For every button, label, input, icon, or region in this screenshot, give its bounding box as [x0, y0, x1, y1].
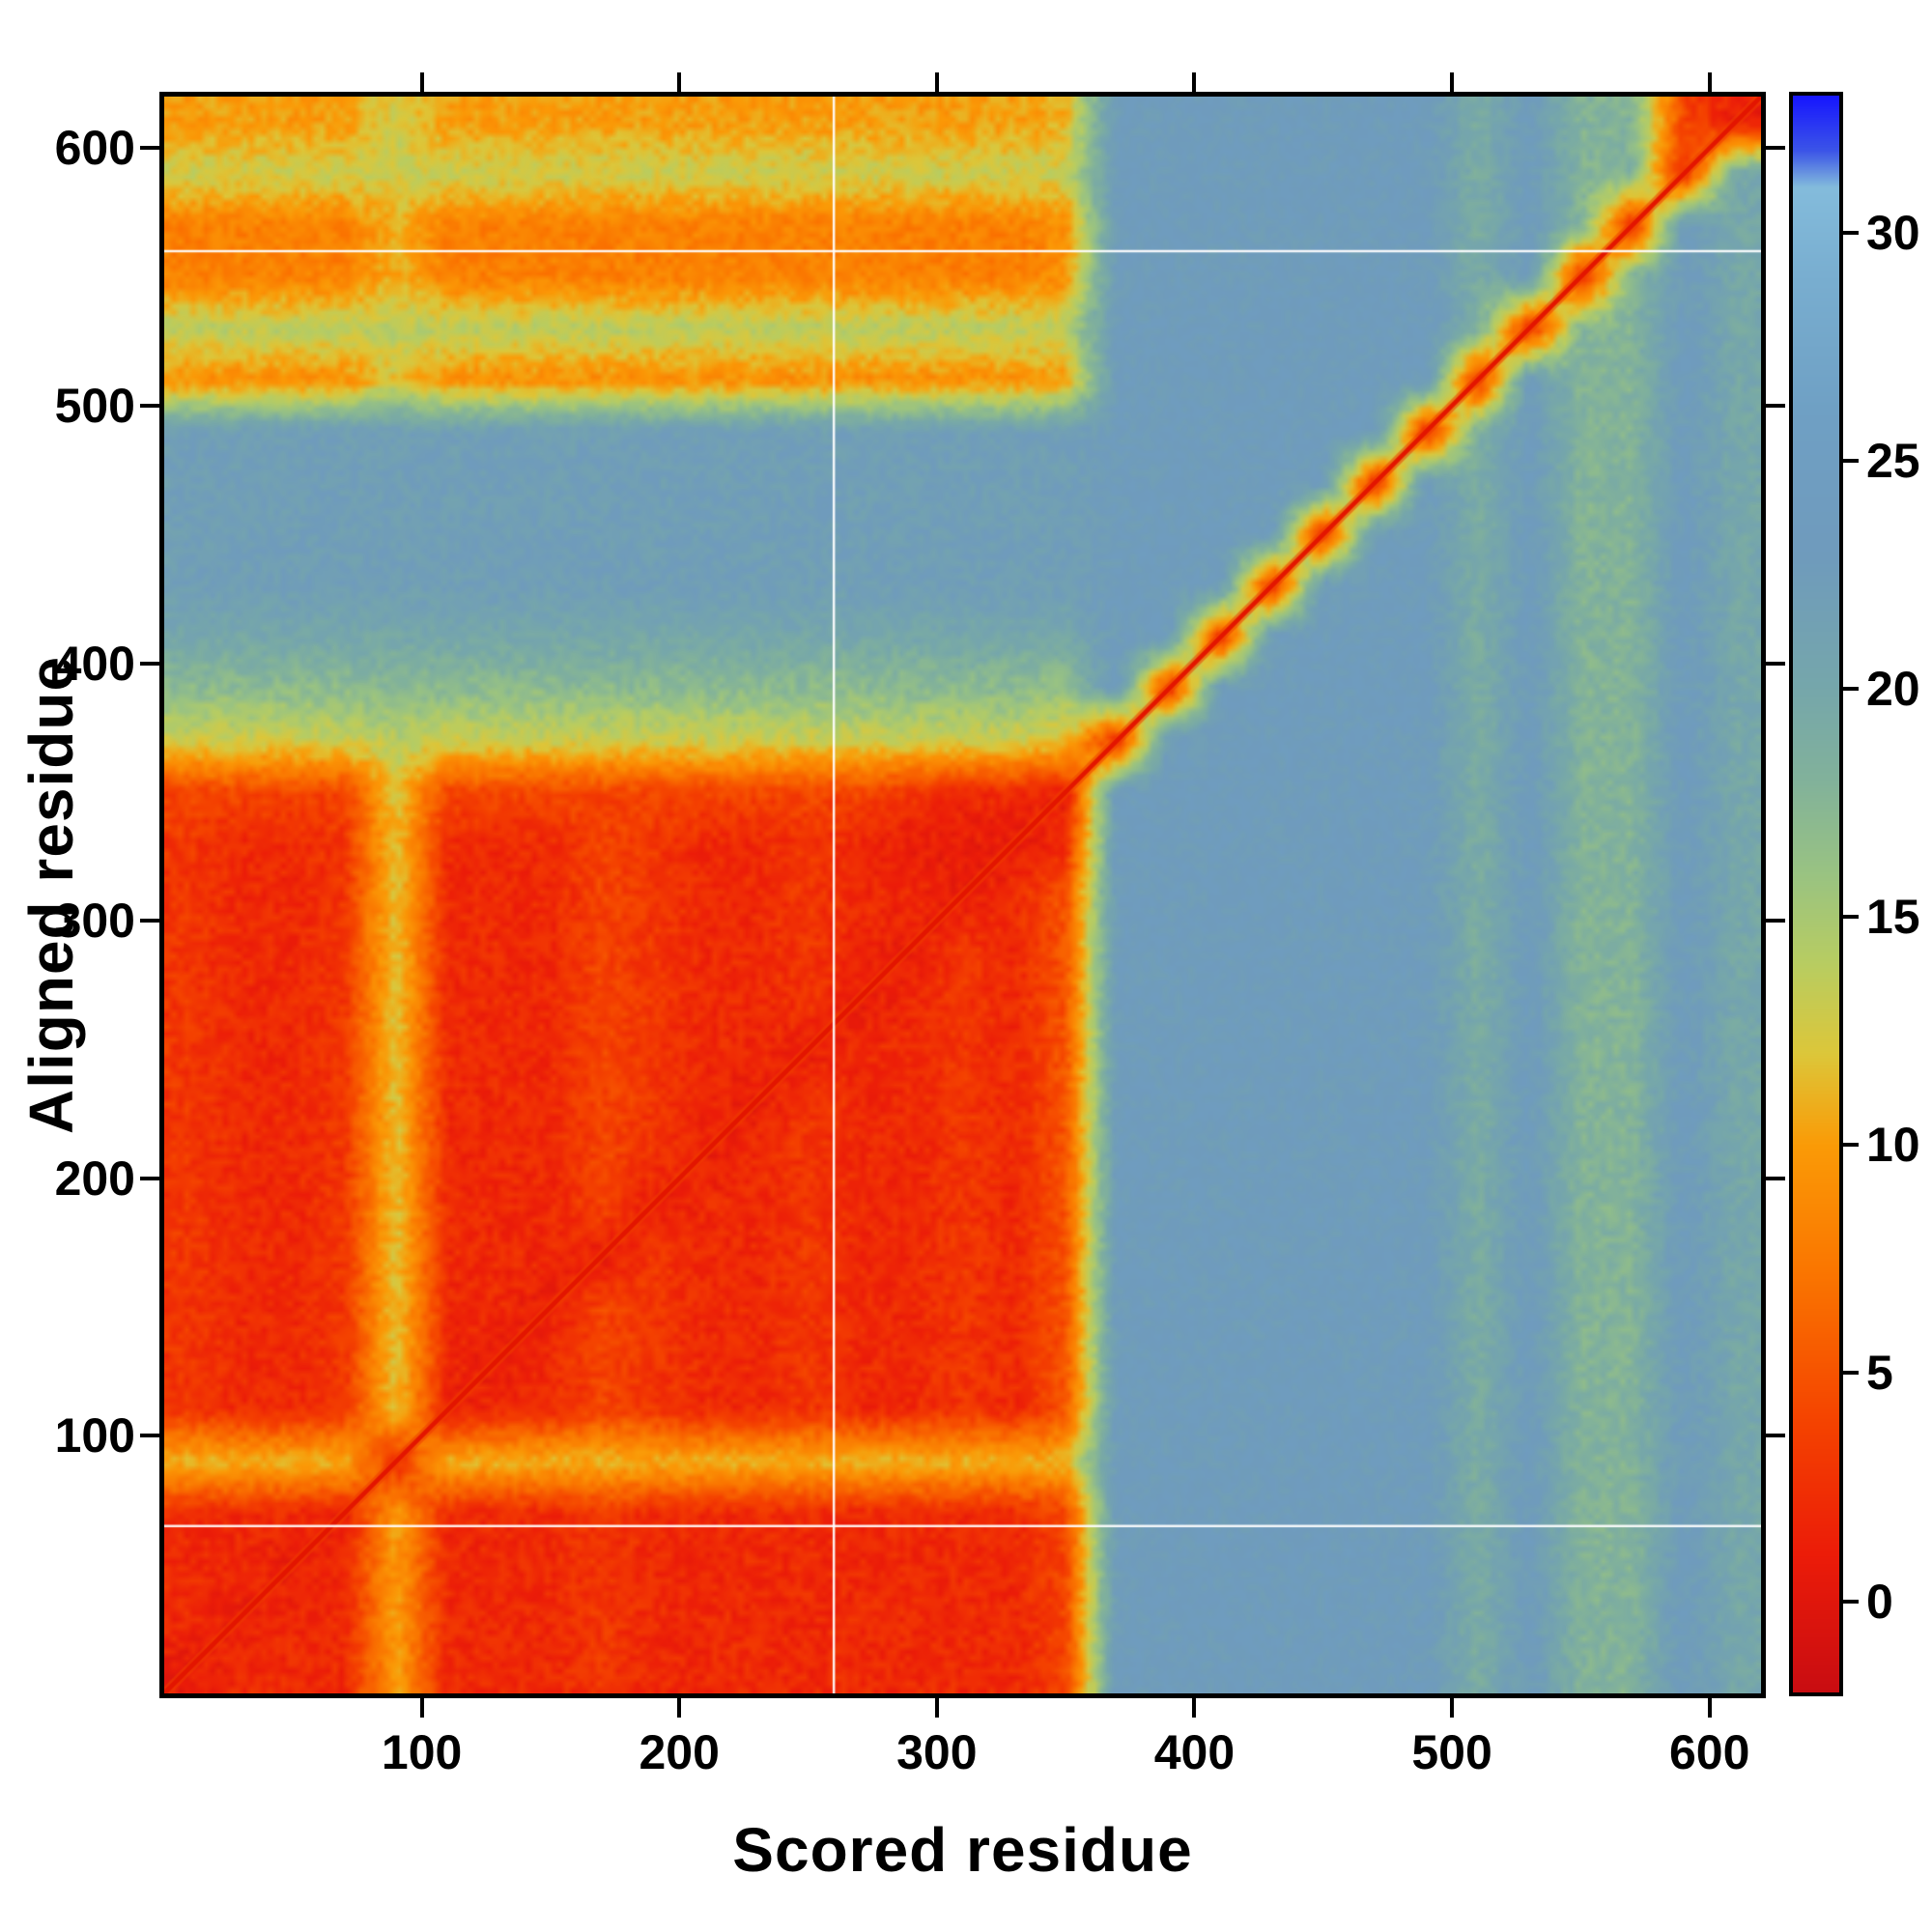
x-tick-mark: [1450, 1698, 1455, 1718]
colorbar-tick-label: 25: [1866, 433, 1920, 488]
y-tick-label: 600: [54, 121, 135, 176]
x-tick-label: 500: [1411, 1725, 1492, 1779]
colorbar-tick-label: 20: [1866, 661, 1920, 716]
y-tick-mark-right: [1766, 146, 1785, 151]
colorbar-canvas: [1793, 96, 1839, 1692]
x-tick-mark: [934, 1698, 939, 1718]
x-tick-mark: [419, 1698, 424, 1718]
x-tick-mark-top: [419, 72, 424, 92]
x-tick-mark-top: [934, 72, 939, 92]
x-tick-mark-top: [1450, 72, 1455, 92]
colorbar-tick-label: 10: [1866, 1118, 1920, 1173]
x-tick-mark-top: [1192, 72, 1197, 92]
x-tick-label: 100: [381, 1725, 463, 1779]
y-tick-mark-right: [1766, 1434, 1785, 1438]
colorbar-tick-mark: [1843, 458, 1859, 463]
colorbar-tick-label: 5: [1866, 1346, 1893, 1401]
y-tick-mark: [140, 146, 159, 151]
y-tick-label: 100: [54, 1408, 135, 1463]
y-tick-label: 300: [54, 894, 135, 949]
x-tick-mark: [677, 1698, 682, 1718]
colorbar-tick-mark: [1843, 915, 1859, 920]
colorbar-tick-mark: [1843, 1143, 1859, 1148]
y-tick-mark: [140, 919, 159, 923]
y-tick-label: 500: [54, 378, 135, 433]
y-tick-mark: [140, 1434, 159, 1438]
x-tick-mark: [1192, 1698, 1197, 1718]
x-tick-mark-top: [1707, 72, 1712, 92]
y-tick-mark: [140, 403, 159, 408]
x-tick-mark-top: [677, 72, 682, 92]
y-tick-mark: [140, 1176, 159, 1180]
colorbar: [1789, 92, 1843, 1696]
y-tick-mark-right: [1766, 1176, 1785, 1180]
colorbar-tick-mark: [1843, 686, 1859, 691]
plot-frame: [159, 92, 1766, 1698]
y-tick-label: 400: [54, 636, 135, 691]
y-tick-label: 200: [54, 1151, 135, 1206]
colorbar-tick-mark: [1843, 1599, 1859, 1604]
colorbar-tick-mark: [1843, 1371, 1859, 1376]
colorbar-tick-label: 30: [1866, 205, 1920, 260]
y-tick-mark-right: [1766, 661, 1785, 666]
x-tick-mark: [1707, 1698, 1712, 1718]
heatmap-canvas: [164, 97, 1761, 1693]
x-tick-label: 400: [1153, 1725, 1236, 1779]
y-tick-mark: [140, 661, 159, 666]
x-axis-label: Scored residue: [732, 1815, 1193, 1885]
y-tick-mark-right: [1766, 919, 1785, 923]
colorbar-tick-label: 0: [1866, 1574, 1893, 1629]
x-tick-label: 600: [1668, 1725, 1750, 1779]
colorbar-tick-label: 15: [1866, 890, 1920, 945]
y-tick-mark-right: [1766, 403, 1785, 408]
colorbar-tick-mark: [1843, 230, 1859, 235]
x-tick-label: 300: [896, 1725, 978, 1779]
x-tick-label: 200: [639, 1725, 720, 1779]
